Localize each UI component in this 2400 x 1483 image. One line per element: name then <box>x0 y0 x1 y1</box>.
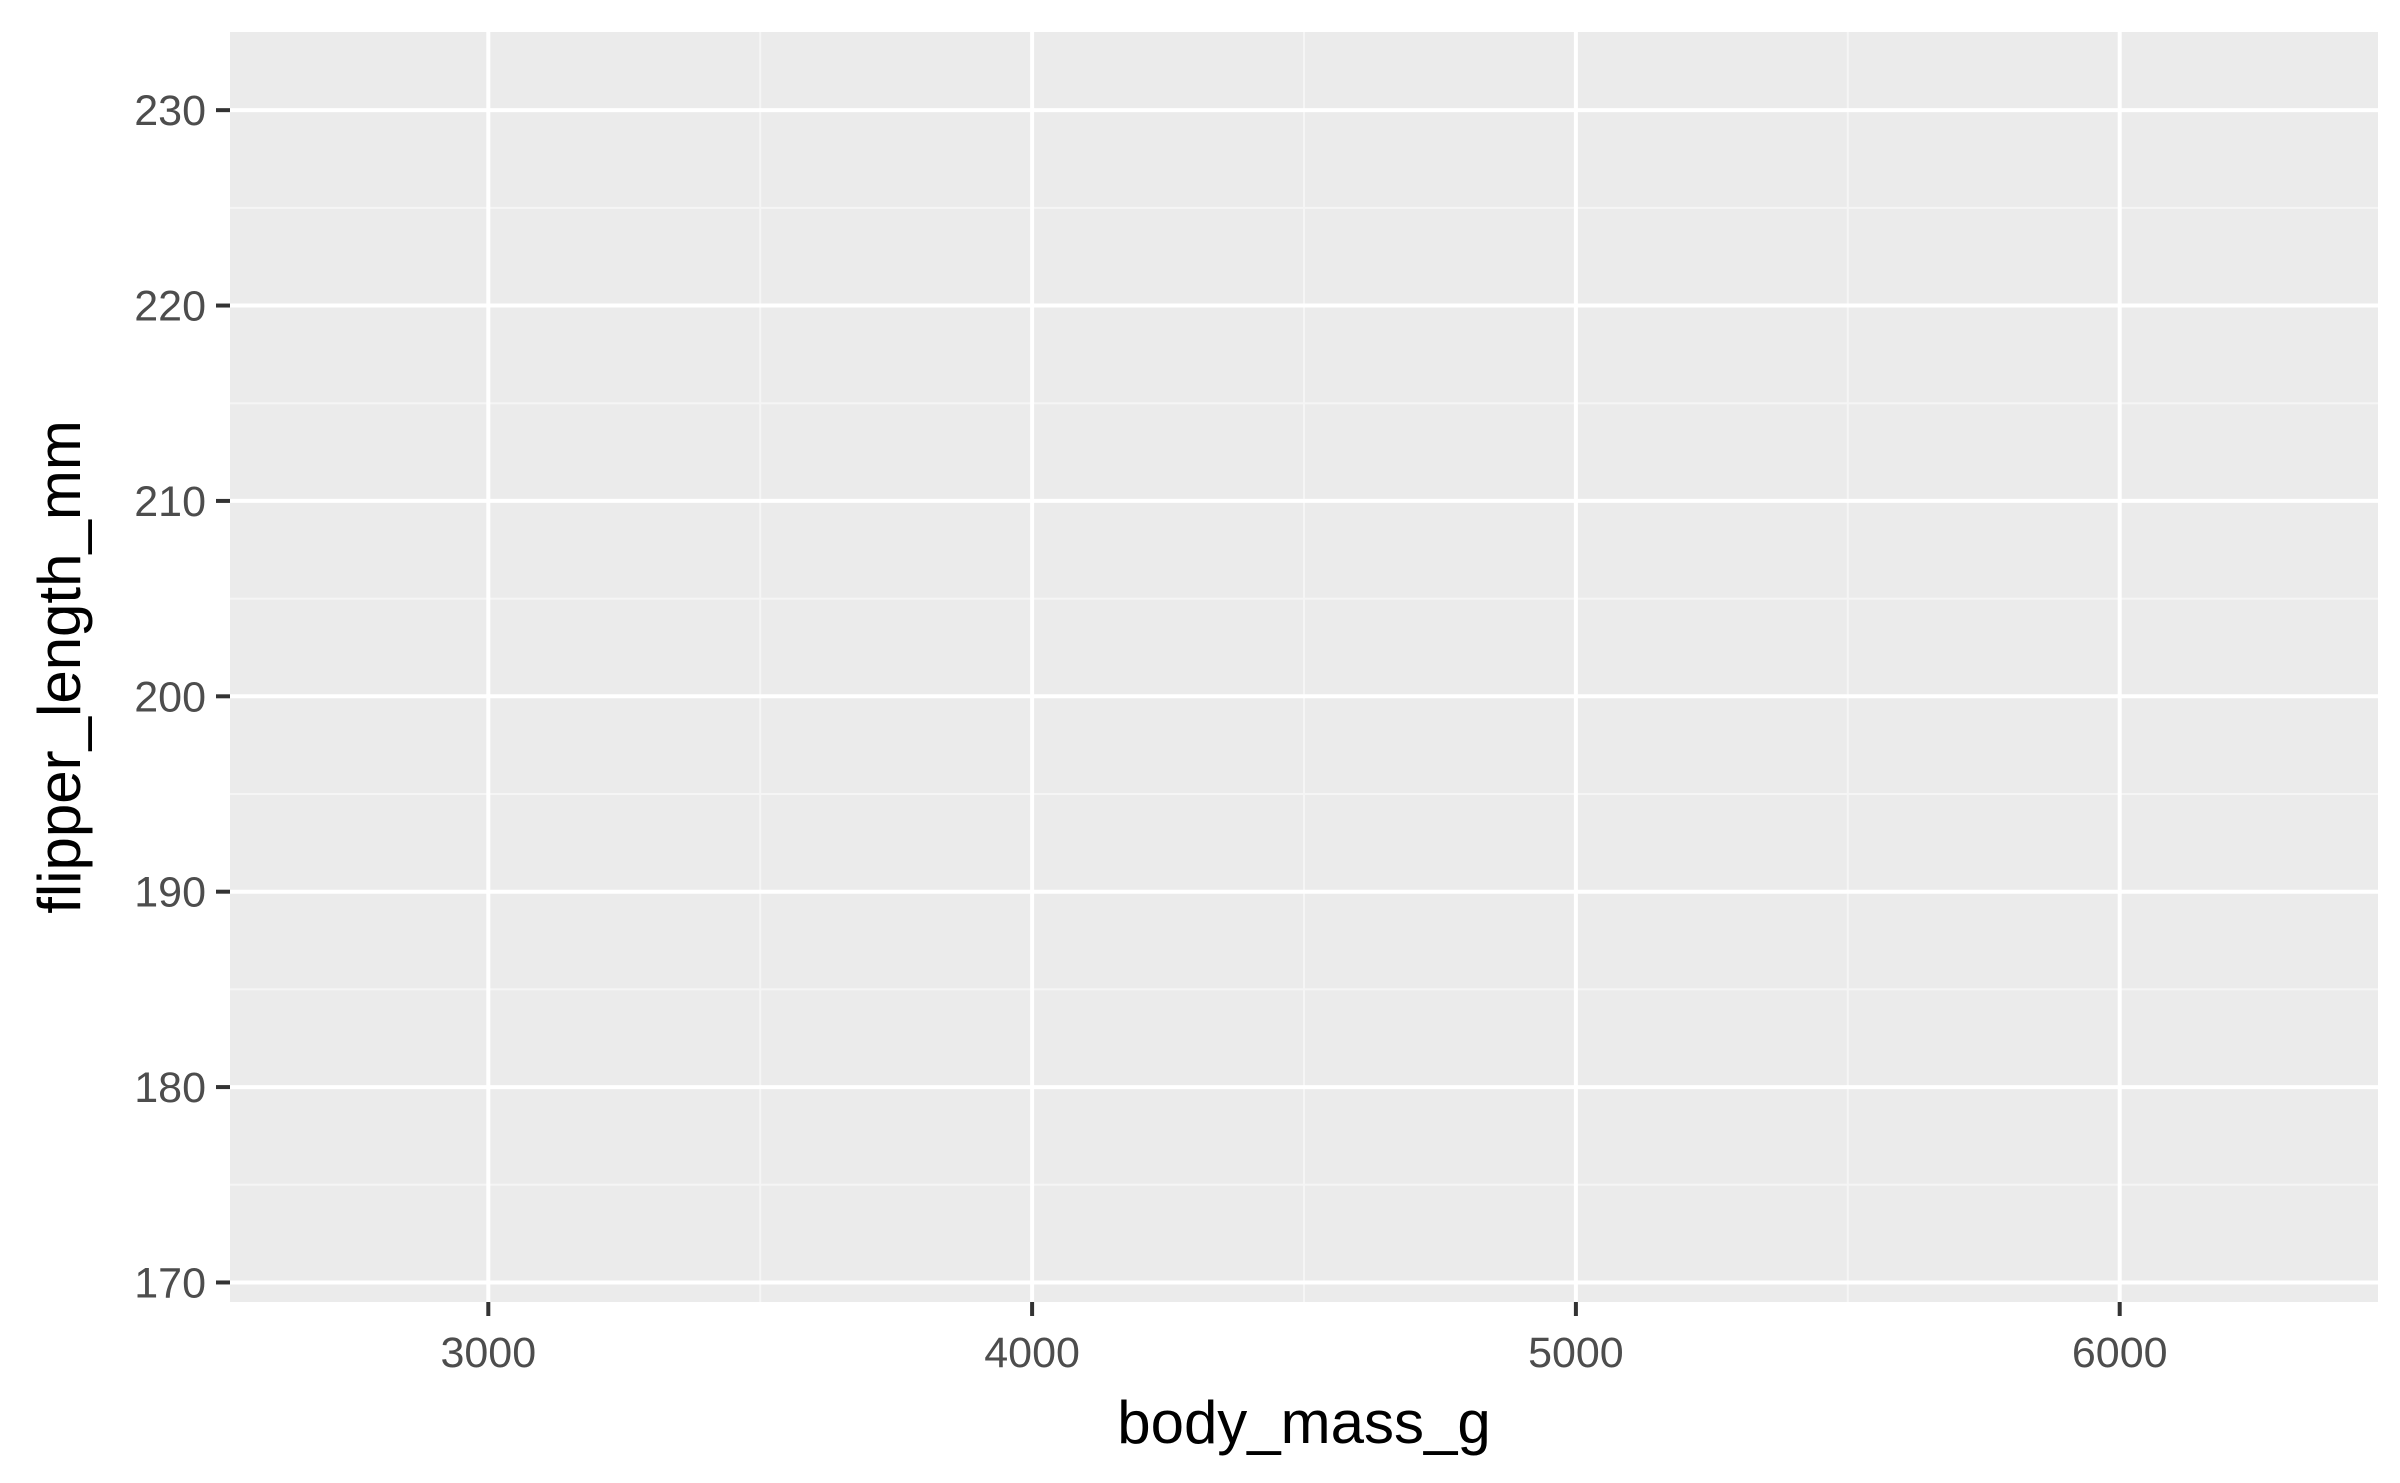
y-axis-title: flipper_length_mm <box>26 420 93 914</box>
y-tick-label: 200 <box>134 673 206 721</box>
x-tick-label: 4000 <box>984 1329 1080 1377</box>
minor-grid-lines <box>230 32 2378 1302</box>
x-tick-label: 6000 <box>2072 1329 2168 1377</box>
y-tick-label: 170 <box>134 1259 206 1307</box>
y-axis-ticks: 170 180 190 200 210 220 230 <box>134 87 230 1307</box>
y-tick-label: 210 <box>134 478 206 526</box>
y-tick-label: 220 <box>134 283 206 331</box>
y-tick-label: 230 <box>134 87 206 135</box>
x-tick-label: 3000 <box>440 1329 536 1377</box>
x-tick-label: 5000 <box>1528 1329 1624 1377</box>
y-tick-label: 190 <box>134 869 206 917</box>
y-tick-label: 180 <box>134 1064 206 1112</box>
x-axis-title: body_mass_g <box>1117 1389 1491 1456</box>
x-axis-ticks: 3000 4000 5000 6000 <box>440 1302 2168 1377</box>
major-grid-lines <box>230 32 2378 1302</box>
